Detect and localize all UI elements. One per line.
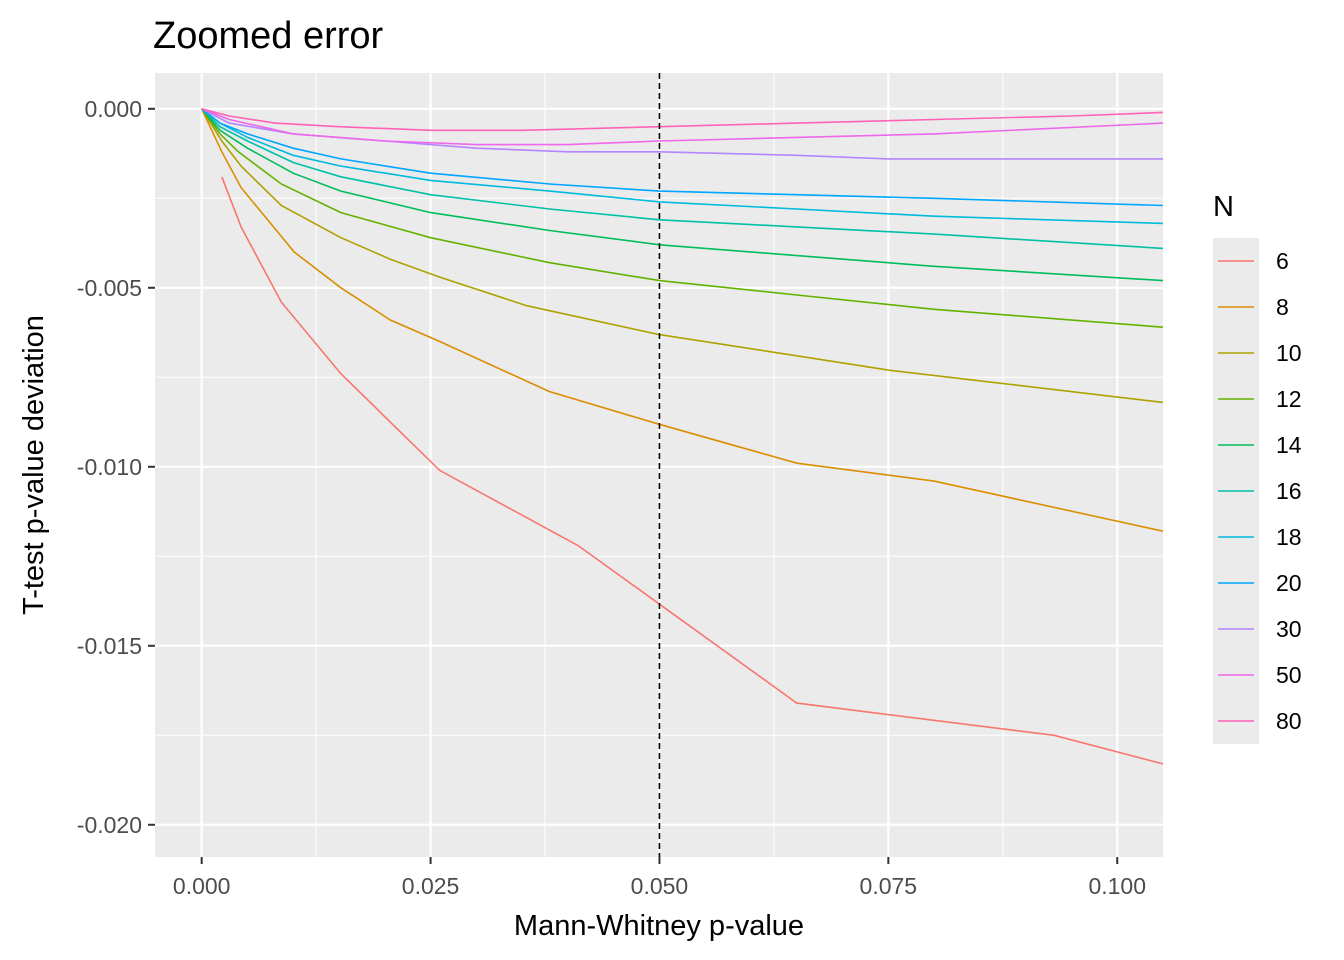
series-line-30 xyxy=(201,108,1163,160)
x-tick-label: 0.000 xyxy=(173,873,231,899)
x-tick-label: 0.100 xyxy=(1088,873,1146,899)
y-tick-label: -0.015 xyxy=(77,633,142,659)
x-tick-label: 0.075 xyxy=(860,873,918,899)
y-tick-label: -0.020 xyxy=(77,812,142,838)
series-line-18 xyxy=(201,108,1164,225)
legend-label-8: 8 xyxy=(1276,294,1289,320)
series-line-16 xyxy=(201,108,1164,250)
x-axis-title: Mann-Whitney p-value xyxy=(514,910,804,942)
legend-label-10: 10 xyxy=(1276,340,1302,366)
x-tick-label: 0.025 xyxy=(402,873,460,899)
legend-label-50: 50 xyxy=(1276,662,1302,688)
series-line-14 xyxy=(201,108,1164,282)
legend-label-16: 16 xyxy=(1276,478,1302,504)
y-tick-label: -0.005 xyxy=(77,275,142,301)
y-tick-label: -0.010 xyxy=(77,454,142,480)
legend-label-30: 30 xyxy=(1276,616,1302,642)
x-tick-label: 0.050 xyxy=(631,873,689,899)
legend-items: 6 8 10 12 14 16 18 20 30 50 80 xyxy=(1213,238,1302,744)
series-line-12 xyxy=(201,108,1164,328)
legend-label-12: 12 xyxy=(1276,386,1302,412)
series-line-50 xyxy=(201,108,1164,146)
series-line-80 xyxy=(201,108,1164,132)
chart-title: Zoomed error xyxy=(153,15,384,57)
legend-title: N xyxy=(1213,191,1234,223)
y-tick-label: 0.000 xyxy=(84,96,142,122)
x-axis: 0.000 0.025 0.050 0.075 0.100 xyxy=(173,857,1146,899)
legend: N 6 8 10 12 14 16 18 20 30 50 80 xyxy=(1213,191,1302,744)
series-line-20 xyxy=(201,108,1164,207)
series-line-8 xyxy=(200,108,1164,532)
legend-label-14: 14 xyxy=(1276,432,1302,458)
y-axis: 0.000 -0.005 -0.010 -0.015 -0.020 xyxy=(77,96,155,838)
series-lines xyxy=(200,108,1164,765)
series-line-10 xyxy=(201,108,1164,404)
legend-label-80: 80 xyxy=(1276,708,1302,734)
legend-label-20: 20 xyxy=(1276,570,1302,596)
legend-label-18: 18 xyxy=(1276,524,1302,550)
series-line-6 xyxy=(221,176,1164,765)
legend-label-6: 6 xyxy=(1276,248,1289,274)
y-axis-title: T-test p-value deviation xyxy=(18,315,50,615)
